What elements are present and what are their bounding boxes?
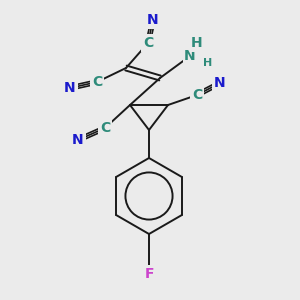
Text: C: C bbox=[100, 121, 110, 135]
Text: C: C bbox=[143, 36, 153, 50]
Text: C: C bbox=[192, 88, 202, 102]
Text: N: N bbox=[147, 13, 159, 27]
Text: N: N bbox=[72, 133, 84, 147]
Text: F: F bbox=[144, 267, 154, 281]
Text: N: N bbox=[64, 81, 76, 95]
Text: H: H bbox=[191, 36, 203, 50]
Text: H: H bbox=[203, 58, 213, 68]
Text: C: C bbox=[92, 75, 102, 89]
Text: N: N bbox=[214, 76, 226, 90]
Text: N: N bbox=[184, 49, 196, 63]
